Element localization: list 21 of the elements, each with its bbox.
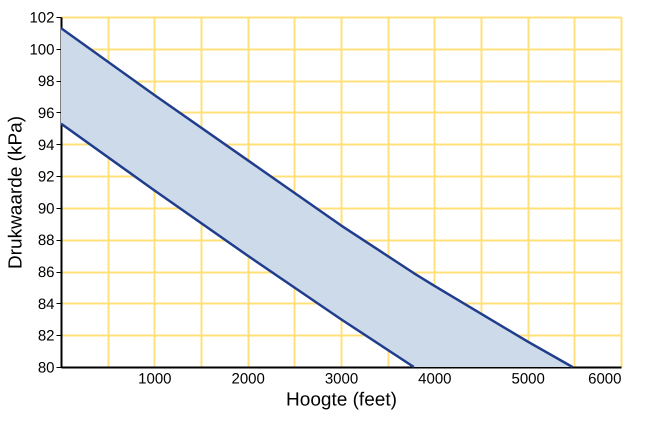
x-axis-title: Hoogte (feet) bbox=[286, 390, 397, 410]
line-series bbox=[60, 122, 416, 368]
y-tick-label: 98 bbox=[38, 73, 54, 90]
y-tick-label: 82 bbox=[38, 328, 54, 345]
y-tick-label: 92 bbox=[38, 168, 54, 186]
y-tick-label: 96 bbox=[38, 104, 54, 122]
y-tick-label: 84 bbox=[38, 296, 54, 313]
x-tick-label: 5000 bbox=[511, 370, 545, 388]
y-tick-label: 90 bbox=[38, 200, 54, 218]
x-tick-label: 2000 bbox=[231, 370, 265, 388]
y-tick-label: 88 bbox=[38, 232, 54, 250]
y-axis-title: Drukwaarde (kPa) bbox=[5, 116, 26, 270]
x-tick-label: 1000 bbox=[138, 370, 172, 388]
x-tick-label: 4000 bbox=[418, 370, 452, 388]
x-tick-label: 6000 bbox=[588, 370, 622, 388]
x-tick-label: 3000 bbox=[324, 370, 358, 388]
y-tick-label: 86 bbox=[38, 264, 54, 282]
y-tick-label: 80 bbox=[38, 360, 54, 376]
y-tick-label: 94 bbox=[38, 136, 54, 154]
y-tick-label: 100 bbox=[29, 41, 54, 58]
y-tick-label: 102 bbox=[29, 10, 54, 26]
